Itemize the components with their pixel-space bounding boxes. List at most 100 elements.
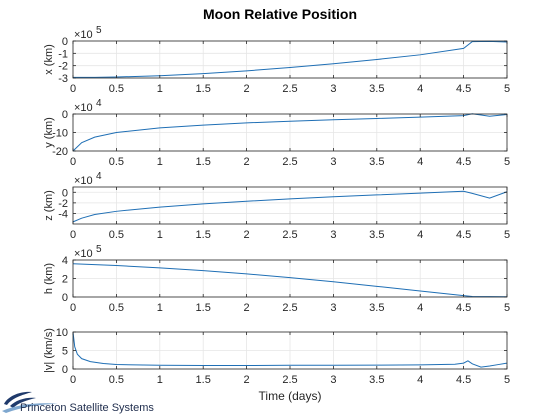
x-tick-label: 3 [330,302,336,314]
axis-exponent: 5 [96,244,102,255]
x-tick-label: 1.5 [196,229,211,241]
x-tick-label: 5 [504,156,510,168]
chart-title: Moon Relative Position [203,6,357,22]
x-tick-label: 4 [417,229,423,241]
x-tick-label: 1.5 [196,83,211,95]
x-tick-label: 1 [157,374,163,386]
x-tick-label: 3.5 [369,83,384,95]
x-tick-label: 4 [417,374,423,386]
x-tick-label: 4.5 [456,374,471,386]
series-line [72,331,508,368]
y-tick-label: 0 [62,109,68,121]
x-tick-label: 2 [244,374,250,386]
x-tick-label: 1 [157,229,163,241]
x-tick-label: 0 [70,83,76,95]
y-tick-label: 4 [62,255,68,267]
x-tick-label: 2 [244,229,250,241]
x-tick-label: 4.5 [456,83,471,95]
y-axis-label: h (km) [43,263,55,294]
subplot-1: 0 0.5 1 1.5 2 2.5 3 3.5 4 4.5 5-3-2-10x (km)×10 5 [43,25,510,95]
x-tick-label: 2 [244,302,250,314]
x-tick-label: 2.5 [282,229,297,241]
subplot-5: 0 0.5 1 1.5 2 2.5 3 3.5 4 4.5 5 0 5 10|v| (km/s) [43,327,510,386]
x-tick-label: 3 [330,374,336,386]
axes-group: 0 0.5 1 1.5 2 2.5 3 3.5 4 4.5 5-3-2-10x (km)×10 50 0… [43,25,510,386]
x-tick-label: 1.5 [196,156,211,168]
y-tick-label: 10 [56,327,68,339]
y-tick-label: -1 [58,48,68,60]
y-tick-label: -2 [58,198,68,210]
x-tick-label: 3.5 [369,302,384,314]
y-axis-label: y (km) [43,117,55,148]
princeton-satellite-systems-logo: Princeton Satellite Systems [2,391,154,414]
x-tick-label: 0.5 [109,156,124,168]
x-tick-label: 1 [157,83,163,95]
x-tick-label: 2 [244,156,250,168]
x-tick-label: 2.5 [282,156,297,168]
series-line [72,263,508,298]
x-tick-label: 3 [330,229,336,241]
x-tick-label: 4.5 [456,302,471,314]
y-tick-label: 5 [62,346,68,358]
y-tick-label: -10 [52,128,68,140]
y-axis-label: x (km) [43,44,55,75]
logo-label: Princeton Satellite Systems [20,402,154,414]
x-axis-label: Time (days) [259,389,322,403]
x-tick-label: 4.5 [456,156,471,168]
x-tick-label: 3.5 [369,374,384,386]
x-tick-label: 4 [417,83,423,95]
x-tick-label: 1 [157,156,163,168]
axis-multiplier: ×10 [74,29,93,41]
x-tick-label: 1 [157,302,163,314]
y-tick-label: 0 [62,187,68,199]
x-tick-label: 1.5 [196,374,211,386]
y-tick-label: 0 [62,292,68,304]
x-tick-label: 0 [70,374,76,386]
x-tick-label: 3.5 [369,229,384,241]
subplot-3: 0 0.5 1 1.5 2 2.5 3 3.5 4 4.5 5-4-20z (km)×10 4 [43,171,510,241]
x-tick-label: 4.5 [456,229,471,241]
x-tick-label: 0.5 [109,374,124,386]
series-line [72,113,508,152]
x-tick-label: 5 [504,302,510,314]
x-tick-label: 3.5 [369,156,384,168]
x-tick-label: 1.5 [196,302,211,314]
x-tick-label: 4 [417,156,423,168]
y-axis-label: z (km) [43,190,55,221]
x-tick-label: 2 [244,83,250,95]
y-tick-label: -2 [58,61,68,73]
x-tick-label: 4 [417,302,423,314]
x-tick-label: 2.5 [282,302,297,314]
y-tick-label: -3 [58,73,68,85]
x-tick-label: 0.5 [109,302,124,314]
x-tick-label: 0 [70,302,76,314]
x-tick-label: 0.5 [109,83,124,95]
x-tick-label: 2.5 [282,83,297,95]
y-axis-label: |v| (km/s) [43,328,55,373]
x-tick-label: 0.5 [109,229,124,241]
y-tick-label: 0 [62,364,68,376]
axis-exponent: 5 [96,25,102,36]
axis-multiplier: ×10 [74,175,93,187]
axis-multiplier: ×10 [74,102,93,114]
y-tick-label: -20 [52,146,68,158]
x-tick-label: 5 [504,229,510,241]
y-tick-label: -4 [58,208,68,220]
x-tick-label: 0 [70,229,76,241]
axis-exponent: 4 [96,171,102,182]
x-tick-label: 2.5 [282,374,297,386]
y-tick-label: 2 [62,274,68,286]
series-line [72,190,508,223]
axis-multiplier: ×10 [74,248,93,260]
x-tick-label: 3 [330,156,336,168]
x-tick-label: 5 [504,374,510,386]
x-tick-label: 3 [330,83,336,95]
axis-exponent: 4 [96,98,102,109]
x-tick-label: 0 [70,156,76,168]
x-tick-label: 5 [504,83,510,95]
series-line [73,40,508,78]
y-tick-label: 0 [62,36,68,48]
